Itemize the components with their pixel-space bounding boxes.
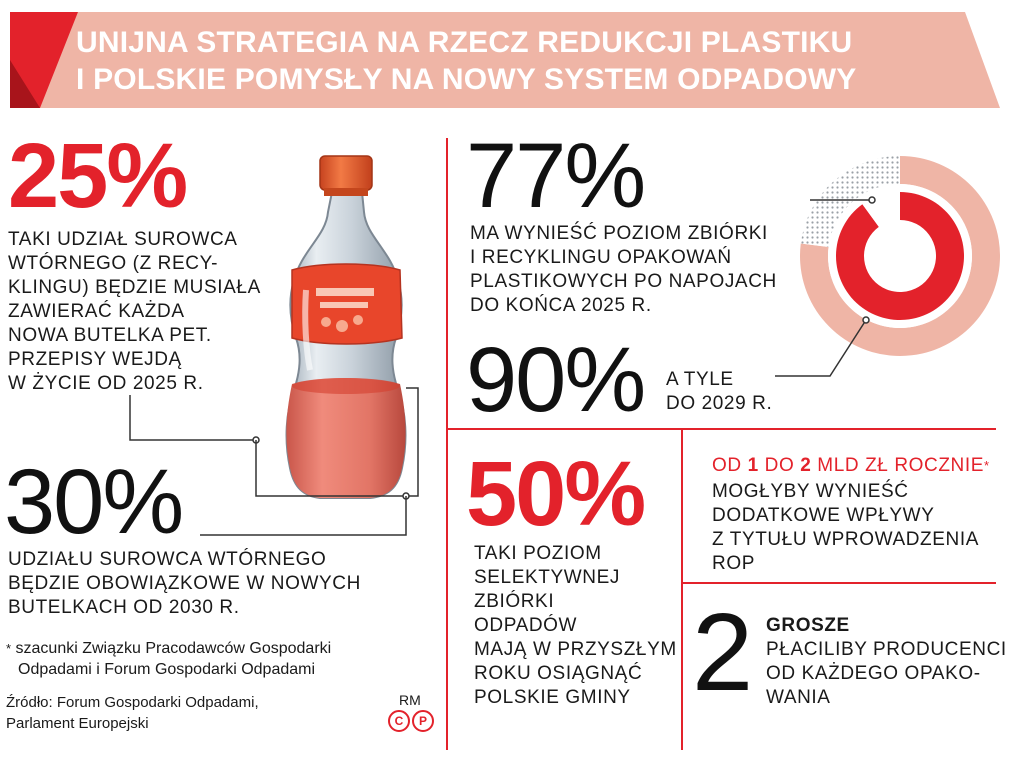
text-line: DODATKOWE WPŁYWY <box>712 505 935 526</box>
text-line: PŁACILIBY PRODUCENCI <box>766 639 1007 660</box>
stat-2-value: 2 <box>692 591 754 714</box>
footnote: * szacunki Związku Pracodawców Gospodark… <box>6 638 331 680</box>
text-line: KLINGU) BĘDZIE MUSIAŁA <box>8 277 261 298</box>
heading-value-1: 1 <box>747 455 759 476</box>
leader-dot-90 <box>862 316 870 324</box>
text-line: A TYLE <box>666 369 734 390</box>
page-title-line-2: I POLSKIE POMYSŁY NA NOWY SYSTEM ODPADOW… <box>76 63 857 96</box>
heading-od: OD <box>712 455 748 476</box>
revenue-text: MOGŁYBY WYNIEŚĆ DODATKOWE WPŁYWY Z TYTUŁ… <box>712 480 979 576</box>
heading-rest: MLD ZŁ ROCZNIE <box>811 455 985 476</box>
stat-50-value: 50% <box>466 443 646 545</box>
donut-outer-remaining-segment <box>800 156 900 247</box>
copyright-marks: C P <box>388 710 434 732</box>
text-line: BUTELKACH OD 2030 R. <box>8 597 240 618</box>
text-line: BĘDZIE OBOWIĄZKOWE W NOWYCH <box>8 573 361 594</box>
text-line: ZBIÓRKI <box>474 591 555 612</box>
pet-bottle-illustration <box>129 155 419 536</box>
recycling-donut-chart <box>775 156 1000 377</box>
divider-horizontal-mid <box>446 428 996 430</box>
author-initials: RM <box>399 692 421 708</box>
copyright-c-icon: C <box>388 710 410 732</box>
leader-dot-77 <box>868 196 876 204</box>
text-line: W ŻYCIE OD 2025 R. <box>8 373 204 394</box>
text-line: PRZEPISY WEJDĄ <box>8 349 182 370</box>
stat-90-value: 90% <box>466 329 646 431</box>
text-line: ROP <box>712 553 755 574</box>
text-line: UDZIAŁU SUROWCA WTÓRNEGO <box>8 549 327 570</box>
text-line: DO 2029 R. <box>666 393 773 414</box>
text-line: TAKI UDZIAŁ SUROWCA <box>8 229 238 250</box>
text-line: MAJĄ W PRZYSZŁYM <box>474 639 677 660</box>
donut-rings <box>800 156 1000 356</box>
revenue-heading: OD 1 DO 2 MLD ZŁ ROCZNIE* <box>712 454 990 478</box>
text-line: ZAWIERAĆ KAŻDA <box>8 301 185 322</box>
header-banner <box>10 12 1000 108</box>
text-line: ROKU OSIĄGNĄĆ <box>474 663 643 684</box>
footnote-line: szacunki Związku Pracodawców Gospodarki <box>15 640 332 657</box>
divider-vertical-right <box>681 428 683 750</box>
text-line: I RECYKLINGU OPAKOWAŃ <box>470 247 732 268</box>
stat-30-value: 30% <box>4 451 184 553</box>
footnote-line: Odpadami i Forum Gospodarki Odpadami <box>18 661 316 678</box>
text-line: Z TYTUŁU WPROWADZENIA <box>712 529 979 550</box>
text-line: MOGŁYBY WYNIEŚĆ <box>712 481 909 502</box>
divider-vertical-main <box>446 138 448 750</box>
grosze-text: PŁACILIBY PRODUCENCI OD KAŻDEGO OPAKO- W… <box>766 638 1007 710</box>
heading-value-2: 2 <box>800 455 812 476</box>
donut-inner-90-segment <box>836 192 964 320</box>
text-line: WTÓRNEGO (Z RECY- <box>8 253 219 274</box>
copyright-p-icon: P <box>412 710 434 732</box>
grosze-label: GROSZE <box>766 615 850 636</box>
page-title-line-1: UNIJNA STRATEGIA NA RZECZ REDUKCJI PLAST… <box>76 26 853 59</box>
leader-line-90 <box>775 319 867 377</box>
text-line: OD KAŻDEGO OPAKO- <box>766 663 981 684</box>
source: Źródło: Forum Gospodarki Odpadami, Parla… <box>6 692 259 734</box>
text-line: WANIA <box>766 687 831 708</box>
text-line: MA WYNIEŚĆ POZIOM ZBIÓRKI <box>470 223 768 244</box>
text-line: SELEKTYWNEJ <box>474 567 620 588</box>
text-line: PLASTIKOWYCH PO NAPOJACH <box>470 271 777 292</box>
source-line: Parlament Europejski <box>6 715 149 732</box>
stat-50-text: TAKI POZIOM SELEKTYWNEJ ZBIÓRKI ODPADÓW … <box>474 542 677 710</box>
stat-77-value: 77% <box>466 125 646 227</box>
footnote-star: * <box>6 641 12 656</box>
divider-horizontal-right <box>681 582 996 584</box>
text-line: DO KOŃCA 2025 R. <box>470 295 652 316</box>
stat-90-text: A TYLE DO 2029 R. <box>666 368 772 416</box>
stat-30-text: UDZIAŁU SUROWCA WTÓRNEGO BĘDZIE OBOWIĄZK… <box>8 548 361 620</box>
text-line: ODPADÓW <box>474 615 578 636</box>
heading-star: * <box>984 458 990 473</box>
stat-77-text: MA WYNIEŚĆ POZIOM ZBIÓRKI I RECYKLINGU O… <box>470 222 777 318</box>
heading-do: DO <box>758 455 801 476</box>
text-line: NOWA BUTELKA PET. <box>8 325 212 346</box>
text-line: TAKI POZIOM <box>474 543 602 564</box>
stat-25-value: 25% <box>8 125 188 227</box>
text-line: POLSKIE GMINY <box>474 687 631 708</box>
stat-25-text: TAKI UDZIAŁ SUROWCA WTÓRNEGO (Z RECY- KL… <box>8 228 261 396</box>
source-line: Źródło: Forum Gospodarki Odpadami, <box>6 694 259 711</box>
